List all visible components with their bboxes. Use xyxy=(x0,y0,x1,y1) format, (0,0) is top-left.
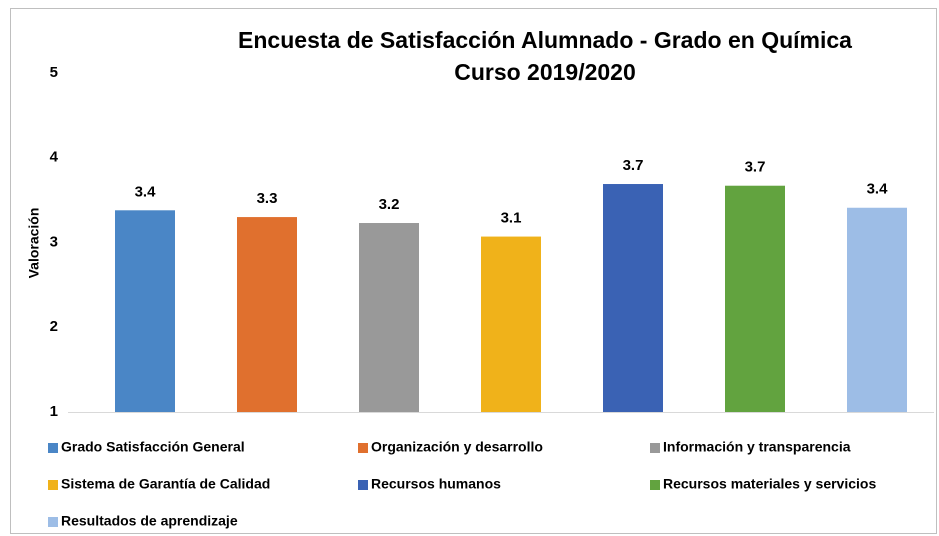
legend-label: Grado Satisfacción General xyxy=(61,439,245,455)
data-label: 3.1 xyxy=(501,210,522,227)
legend-label: Información y transparencia xyxy=(663,439,851,455)
y-tick-label: 5 xyxy=(50,64,58,81)
y-tick-label: 1 xyxy=(50,403,58,420)
y-axis-label: Valoración xyxy=(26,208,42,279)
legend-swatch xyxy=(650,480,660,490)
data-label: 3.3 xyxy=(257,190,278,207)
data-label: 3.7 xyxy=(623,157,644,174)
bar xyxy=(359,223,419,412)
data-label: 3.7 xyxy=(745,159,766,176)
bar xyxy=(603,184,663,412)
y-tick-label: 3 xyxy=(50,233,58,250)
data-label: 3.4 xyxy=(867,181,889,198)
legend-swatch xyxy=(358,480,368,490)
chart-subtitle: Curso 2019/2020 xyxy=(454,59,636,85)
legend-swatch xyxy=(48,517,58,527)
bar xyxy=(115,210,175,412)
legend-swatch xyxy=(48,480,58,490)
data-label: 3.4 xyxy=(135,183,157,200)
data-label: 3.2 xyxy=(379,196,400,213)
bar xyxy=(481,236,541,412)
y-tick-label: 2 xyxy=(50,318,58,335)
bar xyxy=(237,217,297,412)
legend-label: Resultados de aprendizaje xyxy=(61,513,238,529)
legend-swatch xyxy=(358,443,368,453)
bar xyxy=(847,207,907,412)
bar xyxy=(725,185,785,412)
chart-title: Encuesta de Satisfacción Alumnado - Grad… xyxy=(238,27,852,53)
legend-label: Sistema de Garantía de Calidad xyxy=(61,476,270,492)
legend-label: Recursos materiales y servicios xyxy=(663,476,876,492)
legend-label: Recursos humanos xyxy=(371,476,501,492)
y-tick-label: 4 xyxy=(50,149,59,166)
legend-swatch xyxy=(48,443,58,453)
legend-swatch xyxy=(650,443,660,453)
legend-label: Organización y desarrollo xyxy=(371,439,543,455)
